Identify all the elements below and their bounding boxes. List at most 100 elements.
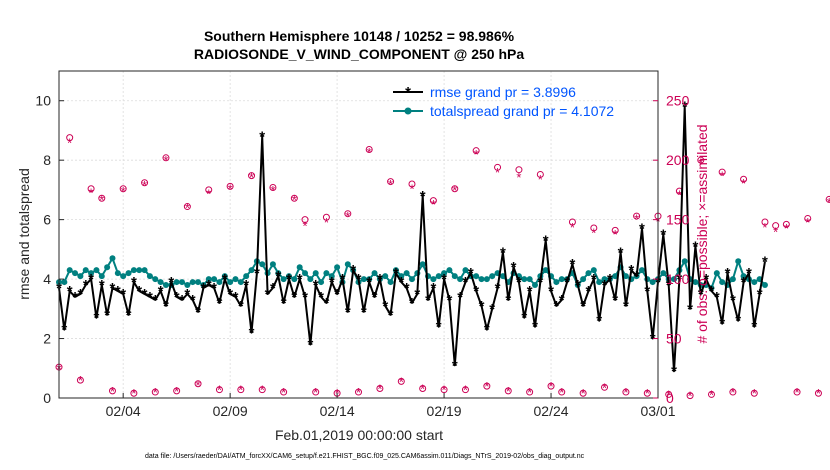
totalspread-point [457,276,464,283]
totalspread-point [761,282,768,289]
obs-assimilated-point: * [249,170,254,185]
x-axis-label: Feb.01,2019 00:00:00 start [275,427,443,443]
totalspread-point [82,267,89,274]
obs-assimilated-point: * [559,385,564,400]
rmse-point: * [275,268,281,285]
y-right-tick-label: 50 [666,331,682,347]
x-tick-label: 02/24 [534,403,569,419]
rmse-point: * [676,271,682,288]
obs-assimilated-point: * [131,386,136,401]
rmse-point: * [564,274,570,291]
obs-possible-point [248,172,256,180]
obs-assimilated-point: * [217,383,222,398]
obs-assimilated-point: * [549,379,554,394]
obs-possible-point [568,218,576,226]
rmse-point: * [741,274,747,291]
y-tick-label: 8 [43,152,51,168]
obs-possible-point [707,390,715,398]
rmse-point: * [120,286,126,303]
chart-title-line1: Southern Hemisphere 10148 / 10252 = 98.9… [204,28,515,44]
totalspread-point [296,264,303,271]
obs-possible-point [472,147,480,155]
obs-assimilated-point: * [206,186,211,201]
obs-possible-point [515,166,523,174]
totalspread-point [291,276,298,283]
obs-assimilated-point: * [228,182,233,197]
y-right-tick-label: 0 [666,390,674,406]
rmse-point: * [441,271,447,288]
y-tick-label: 0 [43,390,51,406]
rmse-point: * [500,244,506,261]
rmse-point: * [735,313,741,330]
obs-possible-point [547,382,555,390]
totalspread-point [751,279,758,286]
obs-possible-point [761,218,769,226]
rmse-point: * [329,274,335,291]
obs-possible-point [269,184,277,192]
obs-assimilated-point: * [420,381,425,396]
totalspread-point [146,273,153,280]
rmse-point: * [393,265,399,282]
rmse-point: * [414,286,420,303]
obs-assimilated-point: * [367,145,372,160]
rmse-point: * [313,277,319,294]
totalspread-point [451,273,458,280]
rmse-point: * [350,262,356,279]
totalspread-point [408,276,415,283]
footnote: data file: /Users/raeder/DAI/ATM_forcXX/… [145,453,585,460]
rmse-point: * [671,363,677,380]
obs-possible-point [66,134,74,142]
totalspread-point [681,258,688,265]
rmse-point: * [468,265,474,282]
rmse-point: * [217,295,223,312]
obs-assimilated-point: * [538,172,543,187]
grid-lines [59,71,658,398]
totalspread-point [259,261,266,268]
obs-assimilated-point: * [442,383,447,398]
totalspread-point [104,264,111,271]
obs-possible-point [397,377,405,385]
rmse-point: * [323,295,329,312]
obs-possible-point [526,388,534,396]
totalspread-point [302,270,309,277]
obs-assimilated-point: * [591,226,596,241]
rmse-point: * [698,286,704,303]
obs-assimilated-point: * [570,220,575,235]
y-tick-label: 4 [43,271,51,287]
rmse-point: * [618,244,624,261]
obs-assimilated-point: * [399,374,404,389]
totalspread-point [596,279,603,286]
rmse-point: * [463,274,469,291]
rmse-point: * [318,289,324,306]
rmse-point: * [72,289,78,306]
rmse-point: * [147,289,153,306]
rmse-point: * [666,277,672,294]
rmse-point: * [61,322,67,339]
totalspread-point [77,273,84,280]
rmse-point: * [559,292,565,309]
obs-assimilated-point: * [452,183,457,198]
obs-possible-point [344,210,352,218]
totalspread-point [179,279,186,286]
totalspread-point [660,270,667,277]
obs-possible-point [162,154,170,162]
rmse-point: * [687,301,693,318]
obs-assimilated-point: * [78,373,83,388]
totalspread-point [558,276,565,283]
obs-assimilated-point: * [196,378,201,393]
rmse-point: * [602,277,608,294]
rmse-point: * [104,307,110,324]
obs-possible-point [622,388,630,396]
rmse-point: * [83,277,89,294]
rmse-point: * [168,274,174,291]
obs-assimilated-point: * [377,381,382,396]
rmse-point: * [703,271,709,288]
rmse-point: * [457,289,463,306]
legend-rmse-label: rmse grand pr = 3.8996 [430,84,576,100]
totalspread-point [93,267,100,274]
metric-series: * * * * * * * * * * * * * * * * * * * * * * * * * * * * * * * * * * * * * * * *… [56,99,768,380]
obs-assimilated-point: * [281,385,286,400]
obs-possible-point [387,178,395,186]
totalspread-point [585,270,592,277]
obs-possible-point [376,384,384,392]
